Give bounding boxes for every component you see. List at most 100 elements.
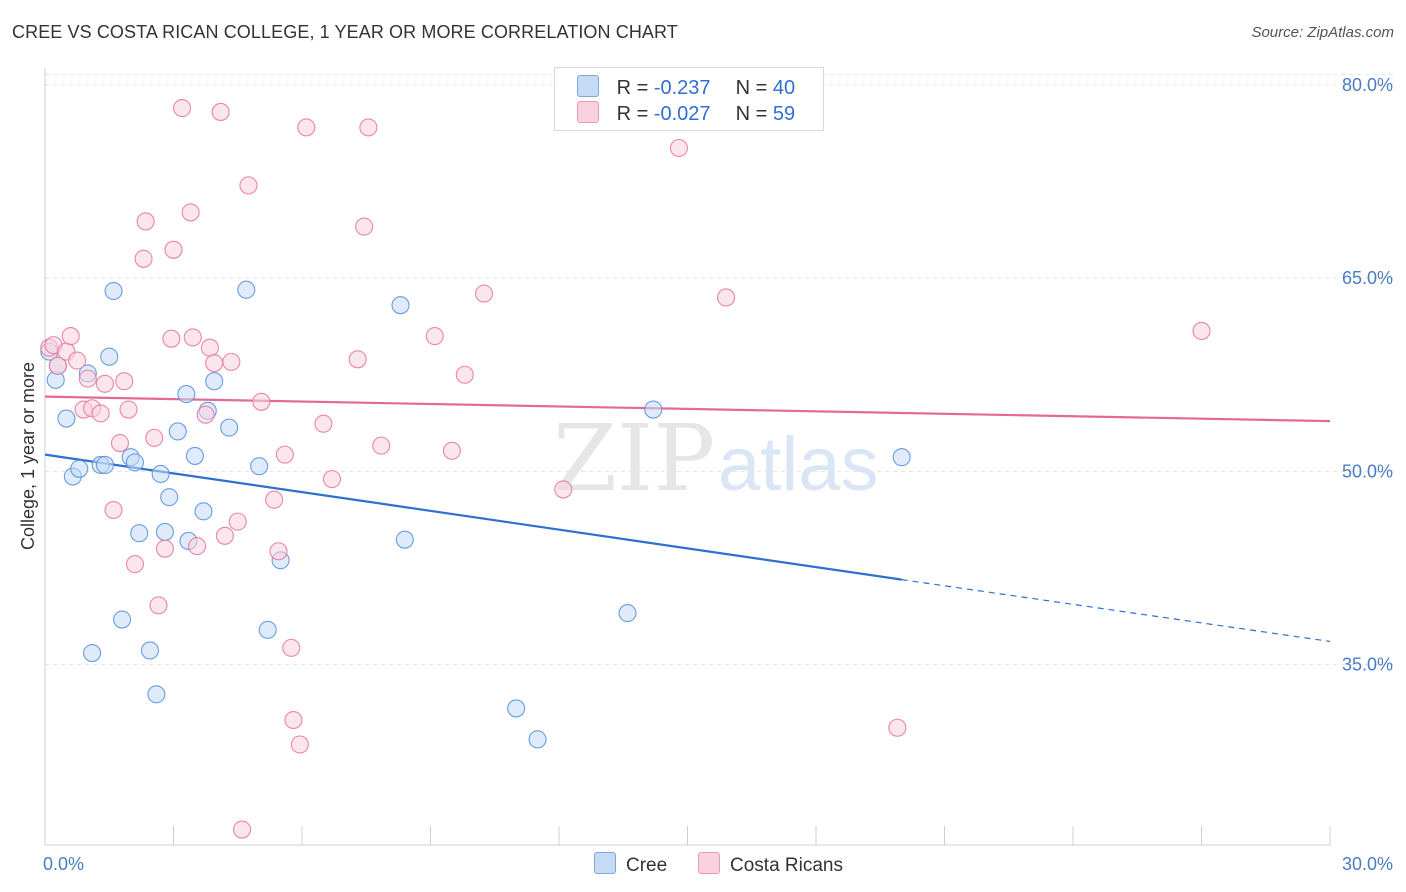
cree-point (185, 446, 204, 465)
costa-rican-point (200, 338, 219, 357)
costa-rican-point (265, 490, 284, 509)
costa-rican-point (134, 249, 153, 268)
source-label: Source: ZipAtlas.com (1251, 24, 1394, 41)
costa-rican-point (716, 288, 736, 307)
cree-point (618, 604, 637, 623)
data-points (40, 99, 1211, 839)
watermark-atlas: atlas (718, 422, 879, 507)
costa-rican-point (48, 356, 67, 375)
bottom-legend-cree: Cree (594, 852, 667, 877)
cree-point (205, 372, 224, 391)
cree-point (194, 502, 213, 521)
cree-point (258, 620, 277, 639)
cree-point (147, 685, 166, 704)
costa-rican-point (284, 710, 303, 730)
costa-rican-point (297, 118, 316, 137)
legend-r-value-cree: -0.237 (653, 77, 711, 99)
costa-rican-point (181, 203, 200, 222)
costa-rican-point (282, 638, 301, 657)
costa-rican-point (119, 400, 138, 419)
legend-n-label: N = (735, 103, 768, 125)
watermark-zip: ZIP (553, 405, 715, 512)
costa-rican-point (888, 718, 907, 737)
cree-point (113, 610, 132, 629)
cree-point (528, 730, 547, 749)
costa-rican-point (314, 414, 333, 433)
cree-point (168, 422, 187, 441)
cree-point (177, 385, 196, 404)
costa-rican-point (425, 327, 444, 346)
cree-point (250, 457, 269, 476)
costa-rican-point (183, 328, 202, 347)
legend-r-label: R = (616, 77, 649, 99)
costa-rican-point (68, 351, 87, 370)
costa-rican-point (78, 369, 97, 388)
costa-rican-point (173, 99, 192, 118)
costa-rican-point (359, 118, 378, 137)
costa-rican-point (205, 354, 224, 373)
cree-point (395, 530, 414, 549)
costa-rican-point (322, 470, 342, 489)
legend-n-label: N = (735, 77, 768, 99)
bottom-legend-swatch-cree (594, 852, 616, 874)
costa-rican-point (164, 240, 183, 259)
costa-rican-point (145, 428, 164, 447)
costa-rican-point (228, 512, 247, 531)
bottom-legend-costa-ricans: Costa Ricans (698, 852, 843, 877)
costa-rican-point (104, 500, 123, 520)
x-tick-label: 30.0% (1342, 854, 1393, 874)
cree-point (57, 409, 76, 428)
costa-rican-point (554, 480, 573, 499)
stats-legend: R = -0.237 N = 40 R = -0.027 N = 59 (554, 67, 824, 131)
costa-rican-point (355, 217, 374, 236)
costa-rican-point (455, 365, 474, 384)
costa-rican-point (372, 436, 391, 455)
costa-rican-point (222, 352, 241, 371)
costa-rican-point (215, 526, 234, 545)
legend-n-value-costa-ricans: 59 (772, 103, 796, 125)
costa-rican-point (162, 329, 181, 348)
watermark: ZIP atlas (553, 405, 879, 512)
legend-swatch-cree (577, 75, 599, 97)
cree-point (125, 453, 144, 472)
chart-title: CREE VS COSTA RICAN COLLEGE, 1 YEAR OR M… (12, 22, 678, 42)
costa-rican-point (442, 441, 461, 460)
cree-point (892, 448, 911, 467)
cree-point (237, 280, 256, 299)
costa-rican-point (252, 392, 271, 411)
grid-lines (45, 74, 1395, 666)
legend-row-cree: R = -0.237 N = 40 (577, 75, 795, 101)
cree-point (644, 400, 663, 419)
cree-point (95, 455, 115, 474)
tick-labels: 35.0% 50.0% 65.0% 80.0% 0.0% 30.0% (43, 75, 1393, 874)
y-tick-label: 80.0% (1342, 75, 1393, 95)
cree-point (100, 347, 119, 366)
costa-rican-point (155, 539, 174, 558)
y-tick-label: 50.0% (1342, 461, 1393, 481)
costa-rican-point (125, 555, 144, 574)
costa-rican-point (474, 284, 494, 303)
bottom-legend-label-cree: Cree (626, 855, 668, 876)
legend-row-costa-ricans: R = -0.027 N = 59 (577, 101, 795, 127)
costa-rican-point (232, 820, 252, 839)
cree-point (83, 643, 102, 663)
costa-rican-point (95, 374, 115, 393)
bottom-legend-label-costa-ricans: Costa Ricans (730, 855, 843, 876)
bottom-legend-swatch-costa-ricans (698, 852, 720, 874)
cree-point (160, 488, 179, 507)
costa-rican-point (1192, 321, 1211, 341)
costa-rican-point (115, 372, 134, 391)
costa-rican-point (61, 327, 80, 346)
costa-rican-point (188, 537, 207, 556)
cree-point (391, 296, 410, 315)
costa-rican-point (669, 138, 688, 158)
costa-rican-point (239, 176, 258, 195)
cree-point (130, 524, 149, 543)
costa-rican-point (149, 596, 168, 615)
costa-rican-point (136, 212, 155, 231)
y-tick-label: 35.0% (1342, 655, 1393, 675)
legend-swatch-costa-ricans (577, 101, 599, 123)
cree-point (151, 464, 170, 484)
legend-r-label: R = (616, 103, 649, 125)
